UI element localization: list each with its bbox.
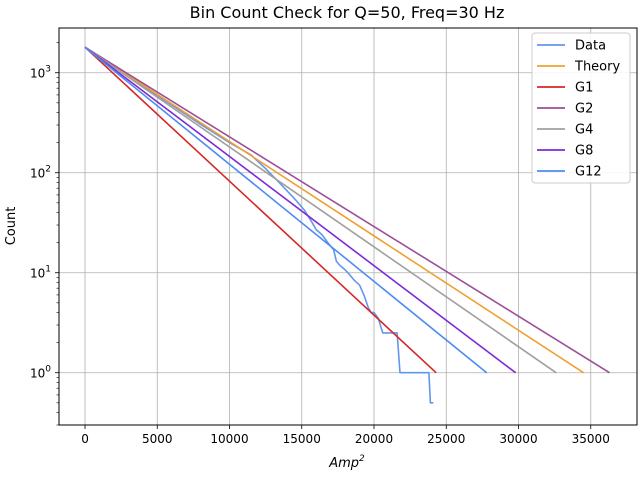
legend-label-g12: G12 <box>575 165 602 180</box>
series-line-g12 <box>84 46 488 374</box>
series-group <box>84 46 610 404</box>
x-axis-label: Amp2 <box>328 454 365 471</box>
series-line-g4 <box>84 46 557 374</box>
legend-label-g8: G8 <box>575 144 593 159</box>
plot-frame <box>58 27 638 426</box>
x-tick-label: 30000 <box>499 432 537 446</box>
x-tick-label: 5000 <box>142 432 173 446</box>
x-axis-label-exponent: 2 <box>359 454 365 464</box>
y-tick-label: 100 <box>30 365 51 381</box>
x-tick-label: 25000 <box>427 432 465 446</box>
y-tick-label: 103 <box>30 65 51 81</box>
series-line-g8 <box>84 46 517 374</box>
x-tick-label: 15000 <box>283 432 321 446</box>
chart-title: Bin Count Check for Q=50, Freq=30 Hz <box>190 3 505 22</box>
x-axis-label-base: Amp <box>328 456 359 471</box>
x-axis: 0 5000 10000 15000 20000 25000 30000 35000 <box>81 425 610 446</box>
legend-label-theory: Theory <box>574 60 620 75</box>
x-tick-label: 20000 <box>355 432 393 446</box>
legend-frame <box>531 32 631 184</box>
y-tick-label: 101 <box>30 265 51 281</box>
y-axis-label: Count <box>4 207 19 246</box>
series-line-theory <box>84 46 584 374</box>
legend-label-g1: G1 <box>575 81 593 96</box>
legend-label-g4: G4 <box>575 123 593 138</box>
legend-label-g2: G2 <box>575 102 593 117</box>
legend: Data Theory G1 G2 G4 G8 G12 <box>531 32 631 184</box>
legend-items: Data Theory G1 G2 G4 G8 G12 <box>537 39 620 180</box>
y-axis: 100 101 102 103 <box>30 42 59 426</box>
legend-label-data: Data <box>575 39 606 54</box>
series-line-g1 <box>84 46 437 374</box>
y-tick-label: 102 <box>30 165 51 181</box>
series-line-g2 <box>84 46 610 374</box>
x-tick-label: 35000 <box>572 432 610 446</box>
series-line-data <box>84 46 434 404</box>
x-tick-label: 0 <box>81 432 89 446</box>
x-tick-label: 10000 <box>210 432 248 446</box>
